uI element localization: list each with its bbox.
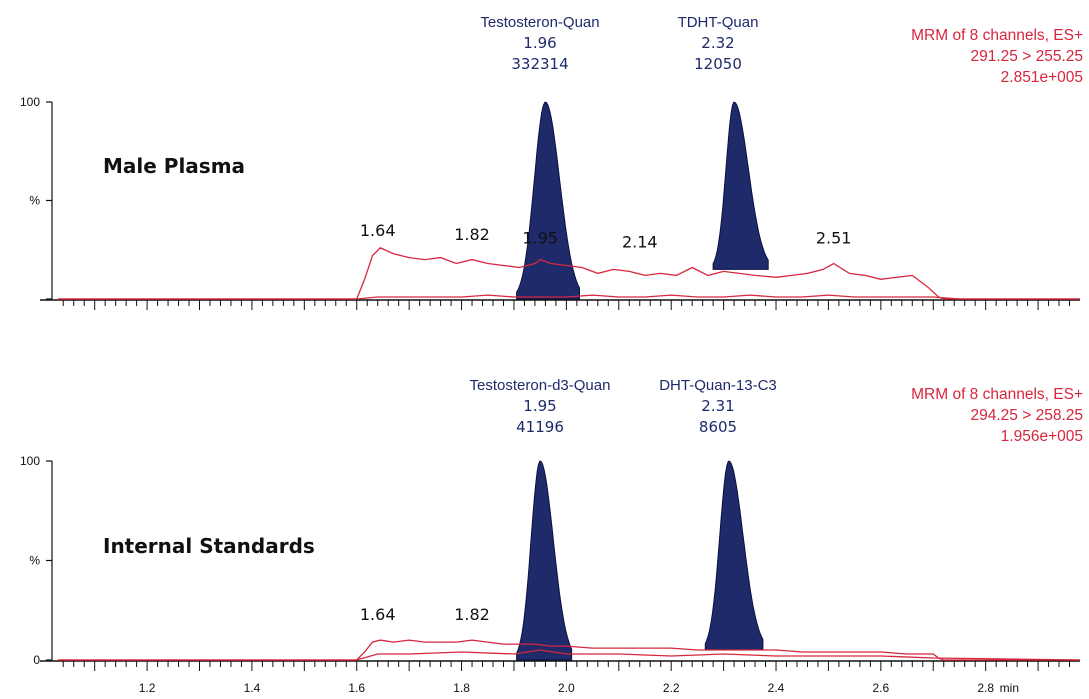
x-tick-label: 1.2 — [139, 681, 156, 695]
integrated-peak — [712, 101, 769, 270]
peak-area: 12050 — [694, 55, 742, 73]
integrated-peak — [704, 460, 764, 651]
peak-rt-label: 1.82 — [454, 225, 490, 244]
chromatogram-panel: 100% 0 1.64 1.82 Testosteron-d3-Quan 1.95 4119… — [20, 377, 1083, 671]
channel-info-line: 2.851e+005 — [1001, 69, 1083, 86]
channel-info-line: MRM of 8 channels, ES+ — [911, 386, 1083, 403]
peak-annotation: DHT-Quan-13-C3 2.31 8605 — [659, 377, 777, 436]
peak-rt-label: 2.14 — [622, 233, 658, 252]
chromatogram-trace — [58, 294, 1080, 300]
time-axis: 1.2 1.4 1.6 1.8 2.0 2.2 2.4 2.6 2.8 min — [139, 681, 1019, 695]
channel-info-line: 291.25 > 255.25 — [971, 48, 1083, 65]
peak-name: DHT-Quan-13-C3 — [659, 377, 777, 394]
chromatogram-trace — [58, 649, 1081, 661]
y-tick-label: 100 — [20, 95, 40, 109]
peak-rt-label: 1.64 — [360, 605, 396, 624]
integrated-peak — [516, 101, 580, 300]
y-tick-label: % — [29, 554, 40, 568]
peak-name: TDHT-Quan — [678, 14, 759, 31]
chromatogram-trace — [58, 247, 1080, 300]
channel-info-line: 294.25 > 258.25 — [971, 407, 1083, 424]
integrated-peak — [516, 460, 573, 661]
peak-rt-label: 1.64 — [360, 221, 396, 240]
y-tick-label: 100 — [20, 454, 40, 468]
channel-info: MRM of 8 channels, ES+ 291.25 > 255.25 2.8… — [911, 27, 1083, 86]
peak-annotation: Testosteron-d3-Quan 1.95 41196 — [470, 377, 611, 436]
x-tick-label: 2.8 — [977, 681, 994, 695]
peak-annotation: Testosteron-Quan 1.96 332314 — [480, 14, 599, 73]
x-tick-label: 2.2 — [663, 681, 680, 695]
peak-area: 41196 — [516, 418, 564, 436]
peak-area: 8605 — [699, 418, 737, 436]
peak-annotation: TDHT-Quan 2.32 12050 — [678, 14, 759, 73]
channel-info-line: 1.956e+005 — [1001, 428, 1083, 445]
peak-retention-time: 1.95 — [523, 397, 556, 415]
chromatogram-panel: 100% 1.64 1.82 1.95 2.14 2.51 Testosteron-Quan… — [20, 14, 1083, 310]
x-tick-label: 2.6 — [872, 681, 889, 695]
x-tick-label: 1.8 — [453, 681, 470, 695]
peak-retention-time: 2.32 — [701, 34, 734, 52]
x-tick-label: 1.4 — [244, 681, 261, 695]
x-unit-label: min — [1000, 681, 1019, 695]
peak-retention-time: 2.31 — [701, 397, 734, 415]
peak-retention-time: 1.96 — [523, 34, 556, 52]
x-tick-label: 2.0 — [558, 681, 575, 695]
peak-rt-label: 2.51 — [816, 229, 852, 248]
peak-rt-label: 1.95 — [522, 229, 558, 248]
channel-info: MRM of 8 channels, ES+ 294.25 > 258.25 1.9… — [911, 386, 1083, 445]
peak-rt-label: 1.82 — [454, 605, 490, 624]
peak-area: 332314 — [511, 55, 568, 73]
chromatogram-trace — [58, 639, 1080, 661]
x-tick-label: 1.6 — [348, 681, 365, 695]
channel-info-line: MRM of 8 channels, ES+ — [911, 27, 1083, 44]
y-tick-label: 0 — [33, 653, 40, 667]
peak-name: Testosteron-d3-Quan — [470, 377, 611, 394]
y-tick-label: % — [29, 194, 40, 208]
sample-label: Male Plasma — [103, 154, 245, 178]
x-tick-label: 2.4 — [768, 681, 785, 695]
peak-name: Testosteron-Quan — [480, 14, 599, 31]
sample-label: Internal Standards — [103, 534, 315, 558]
